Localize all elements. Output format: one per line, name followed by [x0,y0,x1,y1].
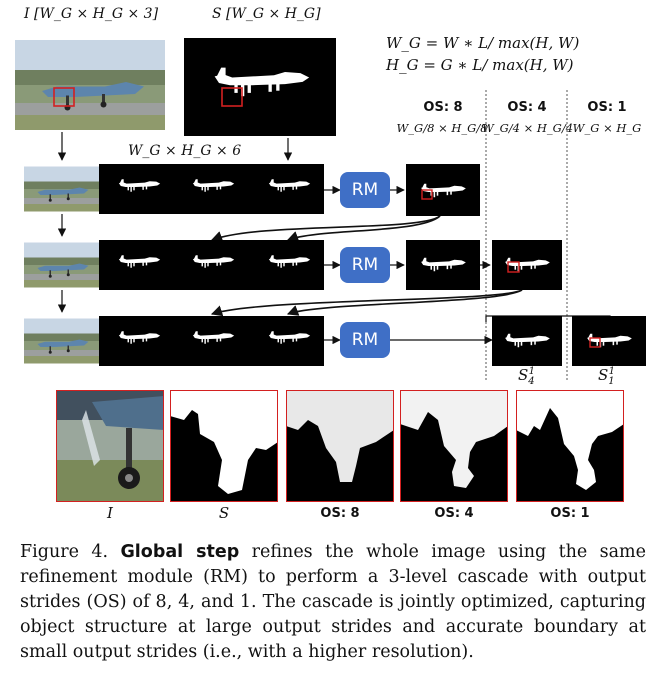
crop-os4 [400,390,508,502]
output-s1-final [572,316,646,366]
cascade-connectors [57,90,615,382]
refinement-module-2: RM [340,247,390,283]
label-s1: S11 [598,366,616,387]
image-top-label: I [W_G × H_G × 3] [24,6,159,22]
segmentation-input [184,38,336,136]
row2-refined-os8 [406,240,480,290]
bottom-label-os8: OS: 8 [320,506,360,521]
output-os4 [492,240,562,290]
row1-input-stack [24,164,324,214]
figure-caption: Figure 4. Global step refines the whole … [20,542,646,662]
crop-image [56,390,164,502]
column-sub-os4: W_G/4 × H_G/4 [482,121,574,135]
column-sub-os1: W_G × H_G [572,121,642,135]
bottom-label-seg: S [218,504,230,522]
seg-top-label: S [W_G × H_G] [212,6,321,22]
equation-hg: H_G = G ∗ L/ max(H, W) [386,56,574,74]
column-title-os4: OS: 4 [507,100,547,115]
crop-os8 [286,390,394,502]
refinement-module-3: RM [340,322,390,358]
stack-label: W_G × H_G × 6 [128,143,242,159]
input-image [15,40,165,130]
row2-input-stack [24,240,324,290]
crop-segmentation [170,390,278,502]
column-sub-os8: W_G/8 × H_G/8 [396,121,488,135]
column-title-os8: OS: 8 [423,100,463,115]
label-s4: S41 [518,366,536,387]
output-os8 [406,164,480,216]
bottom-label-os1: OS: 1 [550,506,590,521]
equation-wg: W_G = W ∗ L/ max(H, W) [386,34,580,52]
row3-input-stack [24,316,324,366]
column-title-os1: OS: 1 [587,100,627,115]
output-s4-final [492,316,562,366]
crop-os1 [516,390,624,502]
refinement-module-1: RM [340,172,390,208]
bottom-label-os4: OS: 4 [434,506,474,521]
bottom-label-image: I [107,504,113,522]
